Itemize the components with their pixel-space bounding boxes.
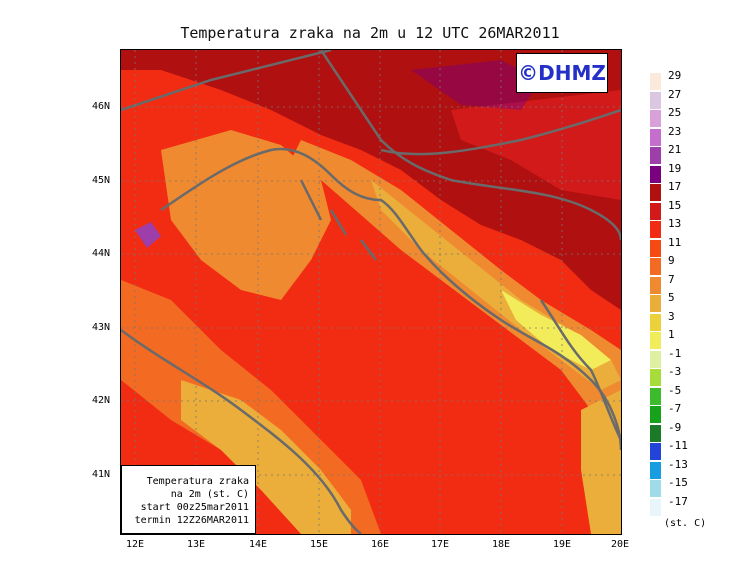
lat-label: 42N bbox=[92, 395, 111, 406]
field-albania-east bbox=[581, 390, 621, 534]
legend-swatch bbox=[650, 461, 661, 479]
legend-swatch bbox=[650, 110, 661, 127]
legend-label: 29 bbox=[668, 69, 682, 82]
lon-label: 13E bbox=[187, 539, 206, 550]
legend-swatch bbox=[650, 239, 661, 257]
legend-swatch bbox=[650, 295, 661, 312]
legend-swatch bbox=[650, 258, 661, 275]
legend-label: 27 bbox=[668, 87, 682, 101]
legend-swatch bbox=[650, 91, 661, 109]
legend-swatch bbox=[650, 221, 661, 238]
field-apennines bbox=[181, 380, 351, 534]
info-line: Temperatura zraka bbox=[146, 476, 249, 487]
field-purple-spot bbox=[135, 222, 161, 248]
lon-label: 16E bbox=[371, 539, 390, 550]
info-line: termin 12Z26MAR2011 bbox=[134, 515, 249, 526]
info-line: na 2m (st. C) bbox=[170, 489, 249, 500]
legend-label: 11 bbox=[668, 235, 682, 249]
lat-label: 43N bbox=[92, 322, 111, 333]
copyright-badge: ©DHMZ bbox=[516, 53, 608, 93]
lon-label: 18E bbox=[492, 539, 511, 550]
field-mountain-coldest bbox=[501, 290, 611, 370]
legend-swatch bbox=[650, 498, 661, 516]
legend-swatch bbox=[650, 387, 661, 405]
legend-label: -3 bbox=[668, 365, 682, 378]
legend-label: -1 bbox=[668, 346, 682, 360]
map-grid bbox=[121, 50, 621, 534]
legend-swatch bbox=[650, 369, 661, 386]
legend-label: 19 bbox=[668, 161, 682, 175]
lon-label: 20E bbox=[611, 539, 630, 550]
legend-swatch bbox=[650, 480, 661, 497]
lon-label: 14E bbox=[249, 539, 268, 550]
legend-swatch bbox=[650, 424, 661, 442]
legend-swatch bbox=[650, 313, 661, 331]
legend-label: 1 bbox=[668, 328, 675, 341]
legend-label: -5 bbox=[668, 383, 682, 397]
legend-swatch bbox=[650, 350, 661, 368]
legend-label: 9 bbox=[668, 254, 675, 267]
legend-swatch bbox=[650, 128, 661, 146]
lon-label: 17E bbox=[431, 539, 450, 550]
lat-label: 45N bbox=[92, 175, 111, 186]
legend-label: 25 bbox=[668, 106, 682, 119]
lat-label: 41N bbox=[92, 469, 111, 480]
legend-label: -15 bbox=[668, 476, 688, 489]
legend-label: 15 bbox=[668, 198, 682, 212]
field-band-northeast bbox=[451, 90, 621, 200]
field-hot-spot-north bbox=[411, 60, 541, 110]
legend-label: -13 bbox=[668, 457, 688, 471]
legend-label: 3 bbox=[668, 309, 675, 323]
map-canvas bbox=[121, 50, 621, 534]
legend-label: 17 bbox=[668, 180, 682, 193]
map-title: Temperatura zraka na 2m u 12 UTC 26MAR20… bbox=[180, 24, 560, 42]
legend-label: 21 bbox=[668, 143, 682, 156]
legend-label: -9 bbox=[668, 420, 682, 434]
legend-label: 13 bbox=[668, 217, 682, 230]
legend-units: (st. C) bbox=[664, 518, 707, 529]
legend-swatch bbox=[650, 332, 661, 349]
legend-label: -17 bbox=[668, 494, 688, 508]
map-boundaries bbox=[121, 50, 621, 534]
legend-swatch bbox=[650, 165, 661, 183]
lat-label: 44N bbox=[92, 248, 111, 259]
legend-swatch bbox=[650, 443, 661, 460]
legend-label: 23 bbox=[668, 124, 682, 138]
temperature-map bbox=[120, 49, 622, 535]
legend-label: -11 bbox=[668, 439, 688, 452]
field-po-plain bbox=[161, 130, 331, 300]
legend-label: 7 bbox=[668, 272, 675, 286]
legend-swatch bbox=[650, 406, 661, 423]
legend-swatch bbox=[650, 147, 661, 164]
legend-swatch bbox=[650, 184, 661, 201]
lon-label: 12E bbox=[126, 539, 145, 550]
lon-label: 19E bbox=[553, 539, 572, 550]
legend-swatch bbox=[650, 202, 661, 220]
info-box: Temperatura zraka na 2m (st. C) start 00… bbox=[121, 465, 256, 534]
lon-label: 15E bbox=[310, 539, 329, 550]
legend-swatch bbox=[650, 73, 661, 90]
legend-swatch bbox=[650, 276, 661, 294]
legend-label: 5 bbox=[668, 291, 675, 304]
info-line: start 00z25mar2011 bbox=[140, 502, 249, 513]
lat-label: 46N bbox=[92, 101, 111, 112]
legend-label: -7 bbox=[668, 402, 682, 415]
